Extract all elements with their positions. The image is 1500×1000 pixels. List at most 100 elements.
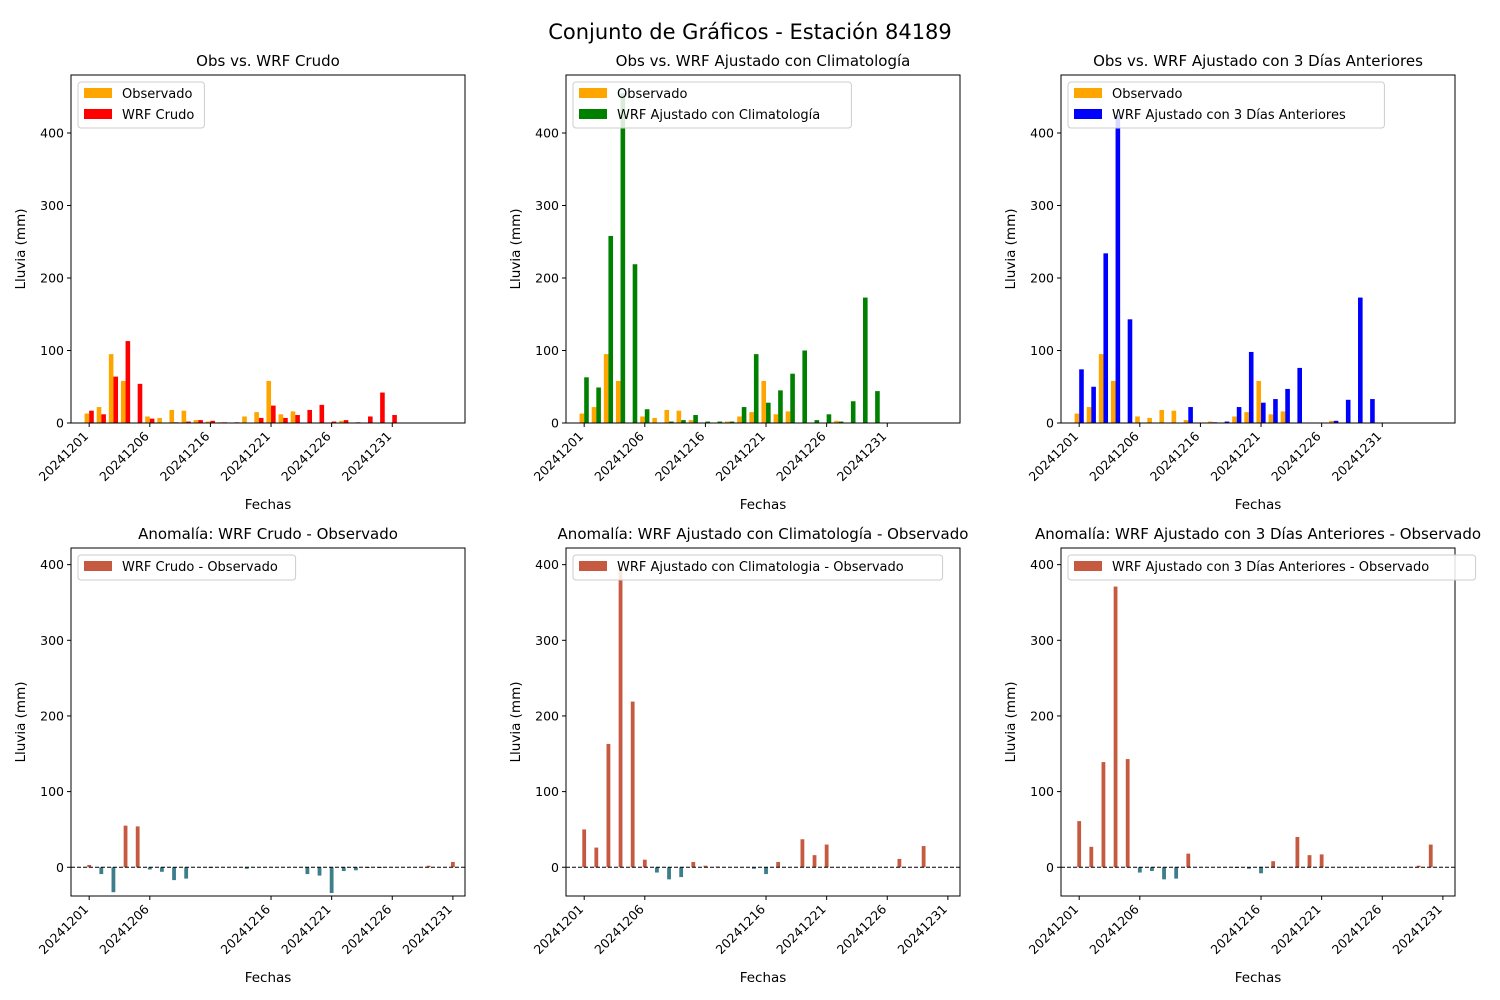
bar-observado [169, 409, 175, 423]
bar-wrf [1248, 351, 1254, 423]
bar-observado [1159, 409, 1165, 423]
x-tick-label: 20241201 [36, 429, 92, 485]
x-tick-label: 20241226 [773, 428, 829, 484]
legend-swatch [1074, 561, 1102, 571]
y-tick-label: 200 [1030, 708, 1054, 723]
x-tick-label: 20241216 [1208, 901, 1264, 957]
bar-observado [1086, 407, 1092, 423]
y-tick-label: 100 [1030, 784, 1054, 799]
bar-wrf [620, 93, 626, 423]
bar-wrf [307, 409, 312, 423]
bar-observado [761, 380, 767, 423]
bar-anomaly [87, 864, 92, 868]
legend-swatch [579, 561, 607, 571]
bar-observado [1256, 380, 1262, 423]
bar-wrf [331, 421, 337, 423]
legend-box [1067, 81, 1385, 129]
bar-observado [1171, 410, 1177, 423]
bar-wrf [802, 350, 807, 423]
bar-anomaly [1186, 853, 1191, 868]
y-tick-label: 0 [1046, 860, 1054, 875]
y-tick-label: 300 [40, 633, 64, 648]
bar-observado [120, 380, 126, 423]
x-axis-label: Fechas [245, 497, 292, 513]
x-tick-label: 20241231 [399, 902, 455, 958]
bar-observado [254, 412, 259, 423]
bar-observado [579, 413, 585, 423]
bar-observado [96, 407, 102, 423]
bar-observado [834, 420, 839, 423]
bar-observado [676, 410, 682, 423]
bar-wrf [113, 376, 119, 423]
y-axis-label: Lluvia (mm) [508, 682, 524, 763]
y-tick-label: 200 [1030, 271, 1054, 286]
x-tick-label: 20241216 [1147, 428, 1203, 484]
y-tick-label: 300 [535, 633, 559, 648]
y-tick-label: 100 [1030, 343, 1054, 358]
bar-wrf [149, 418, 155, 423]
axes-frame [70, 547, 466, 897]
legend-swatch [84, 561, 112, 571]
bar-wrf [826, 414, 832, 423]
bar-wrf [210, 420, 216, 423]
y-tick-label: 100 [40, 343, 64, 358]
bar-wrf [1103, 253, 1109, 423]
bar-anomaly [1271, 861, 1276, 868]
bar-observado [785, 411, 791, 423]
bar-observado [725, 421, 730, 423]
bar-anomaly [824, 844, 829, 868]
bar-anomaly [655, 867, 659, 873]
legend-label: Observado [122, 87, 193, 102]
bar-wrf [1261, 402, 1266, 423]
bar-wrf [632, 264, 638, 423]
x-tick-label: 20241201 [1026, 902, 1082, 958]
bar-anomaly [897, 858, 902, 868]
bar-anomaly [667, 867, 671, 880]
bar-observado [1329, 420, 1334, 423]
bar-observado [737, 416, 742, 423]
bar-anomaly [764, 867, 768, 875]
x-tick-label: 20241231 [1389, 902, 1445, 958]
bar-wrf [319, 404, 325, 423]
bar-anomaly [642, 859, 647, 868]
y-tick-label: 400 [1030, 557, 1054, 572]
bar-anomaly [1137, 867, 1142, 873]
bar-observado [193, 420, 199, 423]
chart-panel-3: Obs vs. WRF Ajustado con 3 Días Anterior… [1003, 52, 1456, 513]
bar-wrf [838, 421, 844, 423]
bar-anomaly [812, 855, 817, 868]
legend-label: Observado [617, 87, 688, 102]
bar-wrf [875, 391, 880, 423]
bar-wrf [608, 235, 614, 423]
legend: WRF Ajustado con 3 Días Anteriores - Obs… [1067, 554, 1477, 581]
y-tick-label: 400 [40, 126, 64, 141]
legend-box [1067, 554, 1477, 581]
legend-swatch [579, 88, 607, 98]
x-tick-label: 20241231 [894, 902, 950, 958]
y-tick-label: 0 [551, 416, 559, 431]
bar-wrf [1127, 319, 1133, 423]
bar-anomaly [329, 867, 334, 893]
bar-observado [749, 412, 754, 423]
y-tick-label: 300 [1030, 198, 1054, 213]
bar-wrf [1188, 407, 1193, 423]
x-tick-label: 20241221 [1208, 429, 1264, 485]
bar-anomaly [921, 846, 926, 868]
bar-anomaly [691, 861, 696, 868]
legend: WRF Ajustado con Climatologia - Observad… [572, 554, 944, 581]
x-tick-label: 20241226 [834, 901, 890, 957]
legend: Observado WRF Crudo [77, 81, 205, 129]
bar-observado [664, 409, 670, 423]
x-tick-label: 20241221 [1268, 902, 1324, 958]
bar-wrf [681, 420, 686, 423]
axes-frame [565, 547, 961, 897]
bar-anomaly [1125, 759, 1130, 868]
bar-observado [688, 420, 694, 423]
bar-observado [652, 417, 657, 423]
y-tick-label: 300 [40, 198, 64, 213]
bar-observado [773, 414, 779, 423]
bar-anomaly [630, 701, 635, 868]
x-tick-label: 20241206 [1086, 428, 1142, 484]
bar-observado [615, 380, 621, 423]
bar-anomaly [703, 865, 708, 868]
